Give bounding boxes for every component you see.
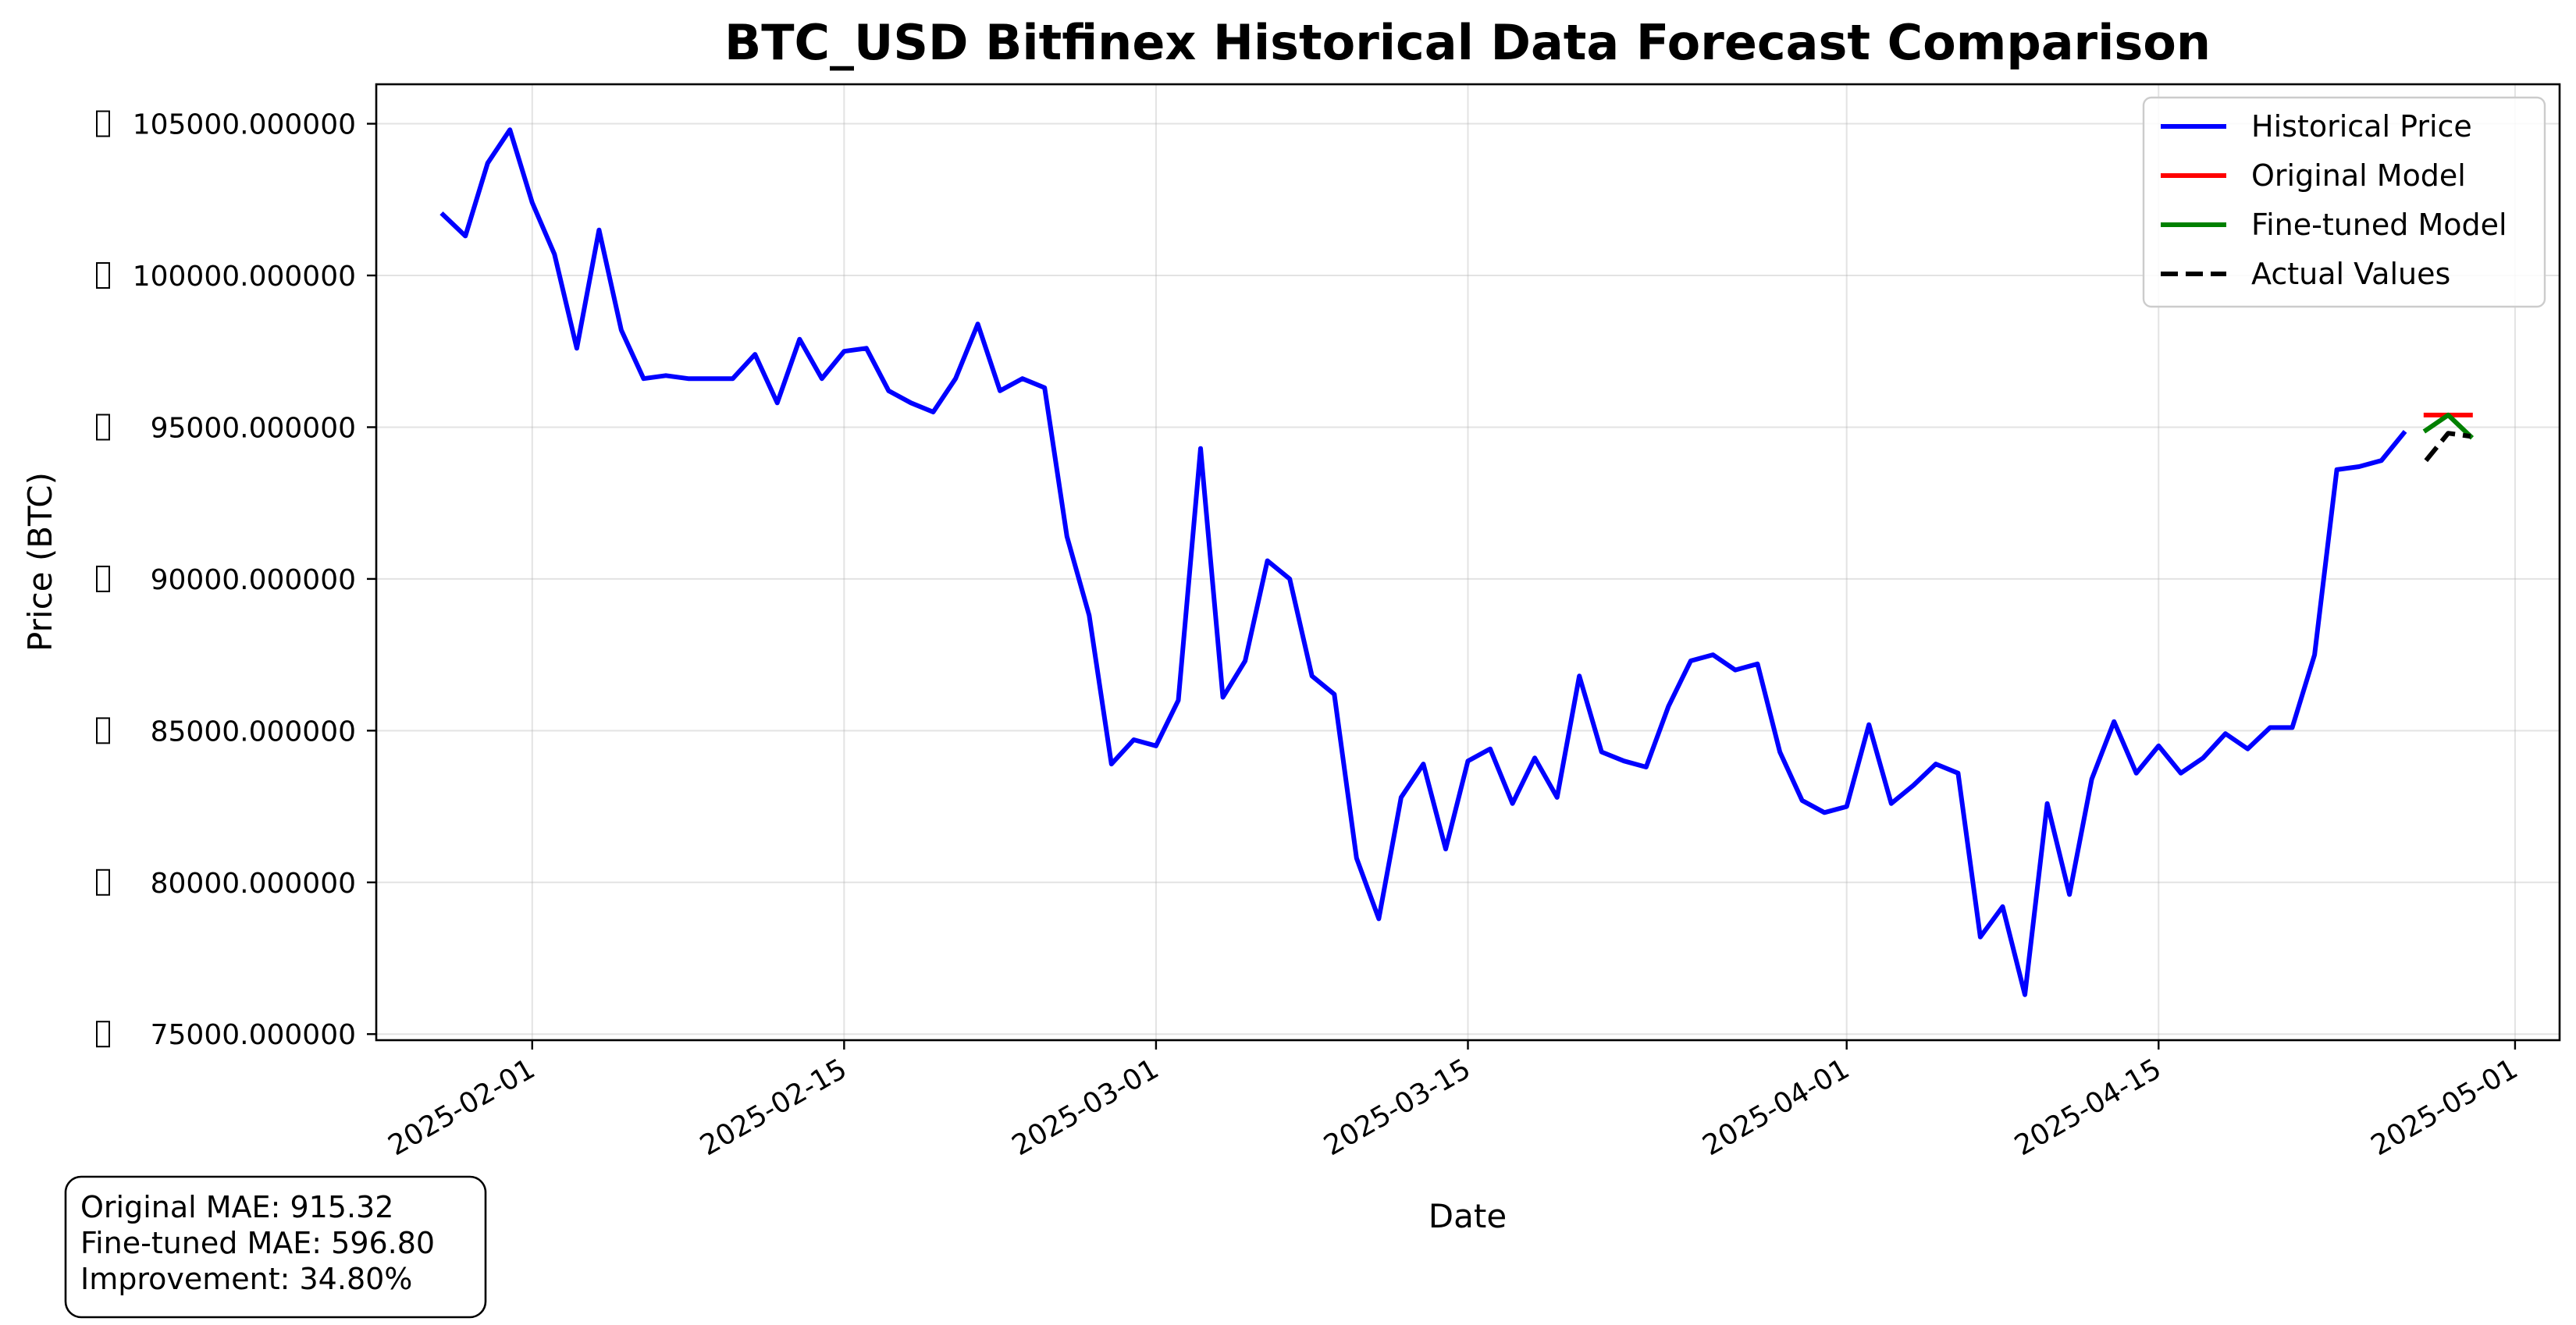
series-line-fine-tuned-model: [2422, 412, 2475, 440]
currency-glyph-icon: [96, 565, 110, 592]
series-line-historical-price: [439, 127, 2407, 997]
y-tick-label: 90000.000000: [151, 564, 356, 596]
legend-label: Historical Price: [2251, 109, 2472, 144]
series-layer: [439, 127, 2475, 997]
legend-label: Actual Values: [2251, 257, 2450, 291]
legend-items: Historical Price Original Model Fine-tuned…: [2161, 109, 2507, 291]
y-tick-label: 85000.000000: [151, 716, 356, 748]
x-axis-label: Date: [1429, 1197, 1507, 1235]
y-tick-label: 100000.000000: [133, 261, 356, 293]
currency-glyph-icon: [96, 1021, 110, 1048]
currency-glyph-icon: [96, 869, 110, 896]
y-tick-label: 105000.000000: [133, 109, 356, 141]
y-tick-label: 80000.000000: [151, 868, 356, 900]
stats-box: Original MAE: 915.32 Fine-tuned MAE: 596…: [64, 1175, 487, 1319]
currency-glyph-icon: [96, 717, 110, 744]
finetuned-mae-text: Fine-tuned MAE: 596.80: [80, 1226, 435, 1260]
legend-label: Original Model: [2251, 158, 2466, 193]
y-axis-label: Price (BTC): [21, 472, 59, 652]
currency-glyph-icon: [96, 414, 110, 441]
chart-title: BTC_USD Bitfinex Historical Data Forecas…: [724, 14, 2211, 71]
legend-frame: [2142, 96, 2546, 308]
improvement-text: Improvement: 34.80%: [80, 1262, 412, 1296]
chart-legend: Historical Price Original Model Fine-tuned…: [2142, 96, 2546, 308]
currency-glyph-icon: [96, 262, 110, 289]
y-tick-label: 75000.000000: [151, 1019, 356, 1051]
series-line-actual-values: [2424, 431, 2471, 463]
legend-label: Fine-tuned Model: [2251, 208, 2507, 242]
y-axis-ticks: 75000.000000 80000.000000 85000.000000 9000…: [96, 109, 376, 1051]
original-mae-text: Original MAE: 915.32: [80, 1190, 393, 1224]
y-tick-label: 95000.000000: [151, 412, 356, 444]
currency-glyph-icon: [96, 110, 110, 137]
stats-box-frame: [64, 1175, 487, 1319]
